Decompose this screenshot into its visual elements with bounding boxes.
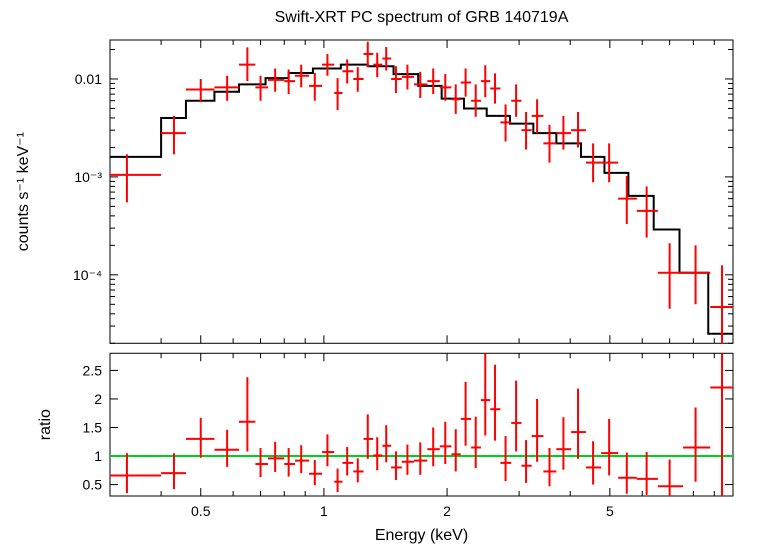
x-tick-label: 1 — [320, 503, 328, 519]
spectrum-chart: Swift-XRT PC spectrum of GRB 140719A 0.5 1… — [0, 0, 758, 556]
model-step-line — [110, 65, 733, 334]
x-axis-label: Energy (keV) — [375, 527, 468, 544]
chart-svg: Swift-XRT PC spectrum of GRB 140719A 0.5 1… — [0, 0, 758, 556]
x-tick-label: 0.5 — [191, 503, 211, 519]
y-bot-tick-label: 1 — [94, 448, 102, 464]
y-top-tick-label: 0.01 — [75, 71, 102, 87]
y-top-tick-label: 10⁻⁴ — [73, 267, 102, 283]
y-bot-tick-label: 2.5 — [83, 362, 103, 378]
y-bot-tick-label: 1.5 — [83, 419, 103, 435]
x-tick-label: 5 — [606, 503, 614, 519]
chart-title: Swift-XRT PC spectrum of GRB 140719A — [275, 9, 569, 26]
x-tick-label: 2 — [443, 503, 451, 519]
bottom-plot-group — [110, 353, 733, 501]
y-bot-tick-label: 2 — [94, 391, 102, 407]
y-bot-tick-label: 0.5 — [83, 477, 103, 493]
y-top-tick-label: 10⁻³ — [74, 169, 102, 185]
y-bot-axis-label: ratio — [37, 409, 54, 440]
bottom-panel-frame — [110, 353, 733, 496]
y-top-axis-label: counts s⁻¹ keV⁻¹ — [15, 132, 32, 251]
